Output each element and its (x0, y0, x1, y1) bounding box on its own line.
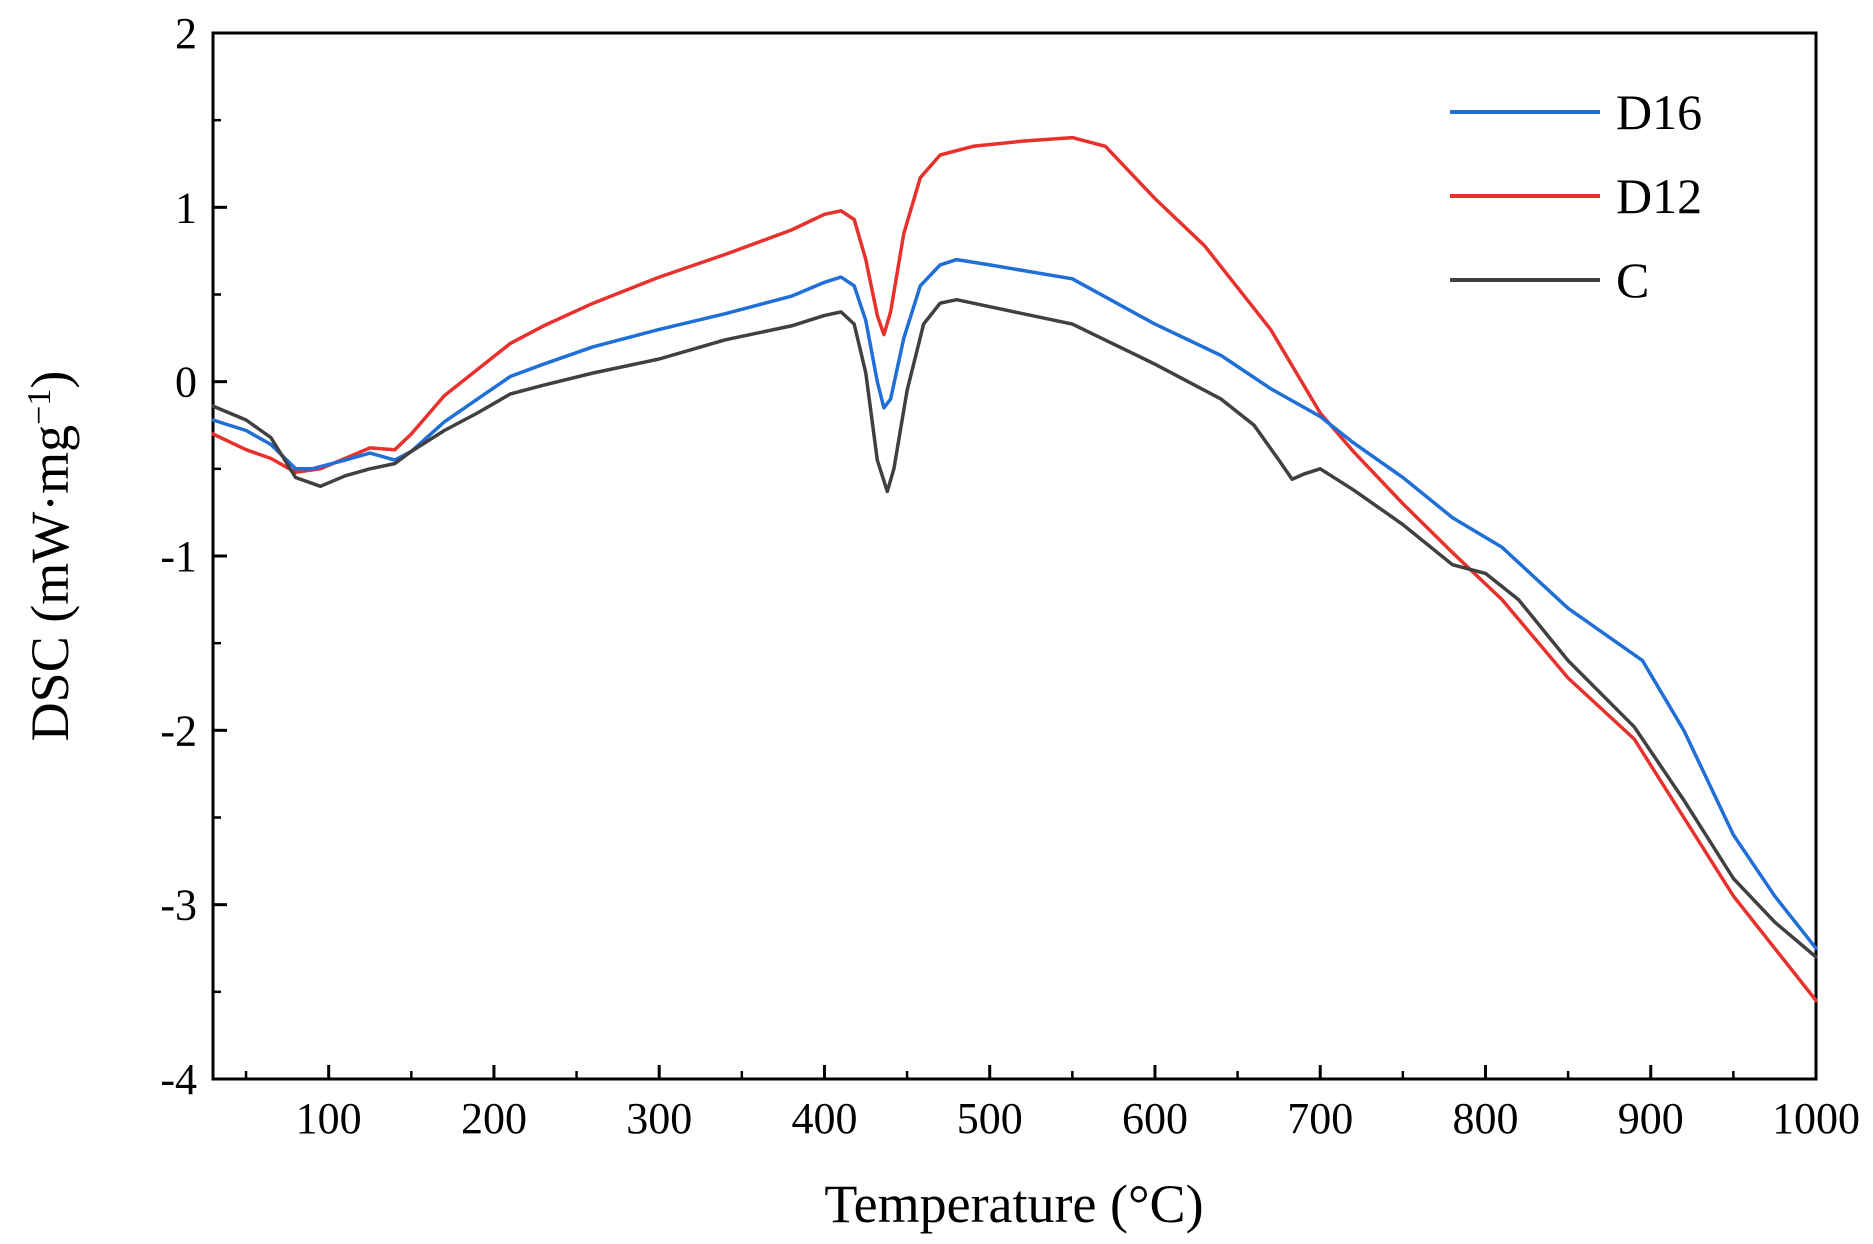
series-line-c (211, 297, 1818, 959)
y-tick-label: 2 (175, 9, 197, 58)
x-tick-label: 800 (1452, 1094, 1518, 1143)
plot-frame (211, 31, 1818, 1081)
y-axis-title: DSC (mW·mg−1) (20, 371, 80, 742)
x-tick-label: 100 (296, 1094, 362, 1143)
y-tick-label: -3 (160, 881, 197, 930)
x-tick-label: 1000 (1772, 1094, 1860, 1143)
x-tick-label: 400 (791, 1094, 857, 1143)
y-axis-ticks: -4 -3 -2 -1 0 1 2 (160, 9, 227, 1104)
legend-label-d12: D12 (1616, 168, 1702, 224)
legend: D16 D12 C (1450, 84, 1702, 308)
x-axis-ticks: 100 200 300 400 500 600 700 800 900 1000 (244, 1065, 1860, 1143)
x-tick-label: 200 (461, 1094, 527, 1143)
x-tick-label: 600 (1122, 1094, 1188, 1143)
y-tick-label: -1 (160, 532, 197, 581)
series-lines (211, 135, 1818, 1003)
y-tick-label: -2 (160, 706, 197, 755)
y-tick-label: 0 (175, 358, 197, 407)
y-tick-label: 1 (175, 183, 197, 232)
y-axis-title-superscript: −1 (21, 389, 58, 425)
legend-label-c: C (1616, 252, 1649, 308)
x-tick-label: 300 (626, 1094, 692, 1143)
series-line-d12 (211, 135, 1818, 1003)
x-axis-title: Temperature (°C) (824, 1174, 1203, 1234)
x-tick-label: 900 (1618, 1094, 1684, 1143)
x-tick-label: 700 (1287, 1094, 1353, 1143)
series-line-d16 (211, 257, 1818, 951)
y-axis-title-close: ) (20, 371, 80, 389)
y-tick-label: -4 (160, 1055, 197, 1104)
x-tick-label: 500 (957, 1094, 1023, 1143)
legend-label-d16: D16 (1616, 84, 1702, 140)
y-axis-title-main: DSC (mW·mg (20, 425, 80, 742)
